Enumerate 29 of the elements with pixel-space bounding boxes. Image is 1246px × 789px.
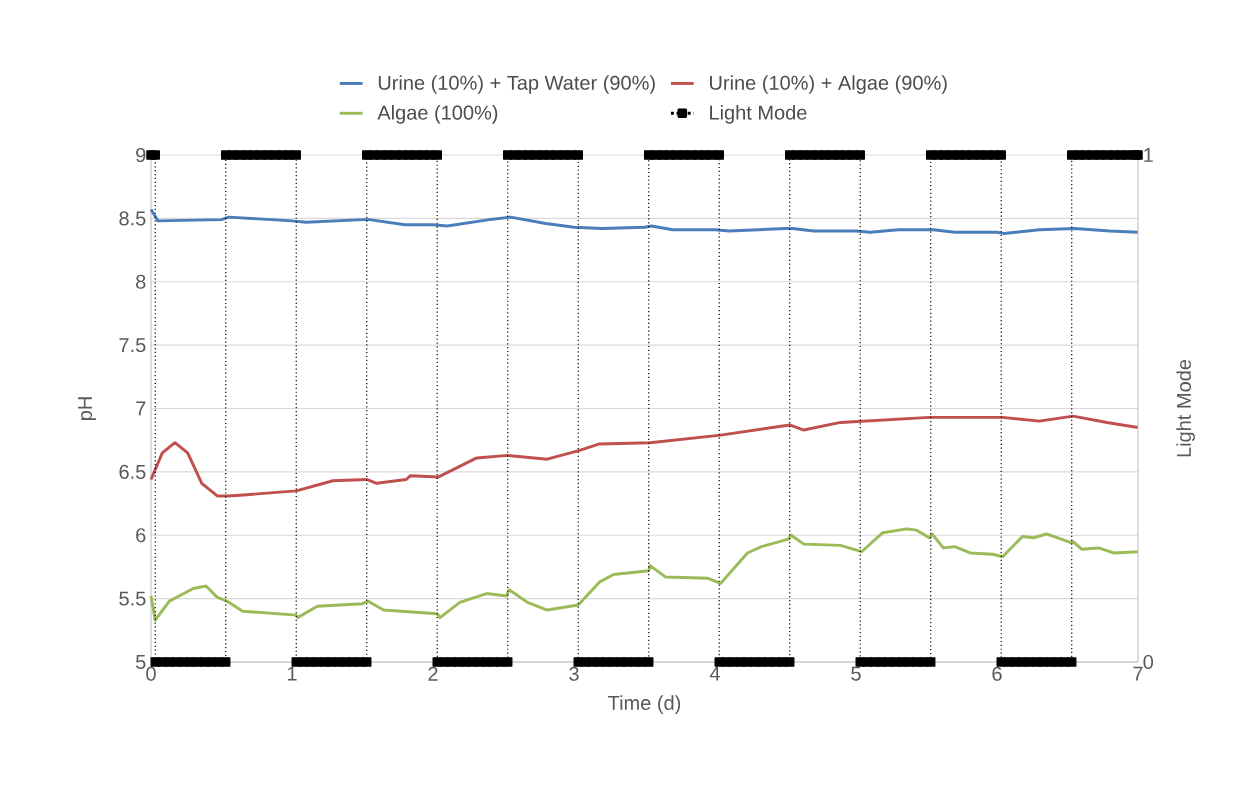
x-axis-title: Time (d) — [608, 695, 681, 714]
y-tick-label: 7.5 — [119, 338, 146, 353]
y-tick-label: 8 — [136, 274, 146, 289]
y2-tick-label: 1 — [1144, 148, 1153, 162]
y-axis-title: pH — [78, 397, 96, 420]
legend-label: Light Mode — [710, 105, 807, 124]
x-tick-label: 7 — [1133, 666, 1143, 681]
legend-label: Algae (100%) — [377, 105, 498, 124]
x-tick-label: 4 — [709, 666, 720, 681]
y2-tick-label: 0 — [1143, 654, 1154, 670]
x-tick-label: 5 — [851, 666, 861, 681]
y-tick-label: 7 — [136, 401, 146, 416]
y-tick-label: 8.5 — [119, 211, 146, 226]
line-series — [149, 208, 1140, 236]
x-tick-label: 3 — [569, 666, 579, 681]
x-tick-label: 1 — [287, 666, 297, 681]
legend-label: Urine (10%) + Tap Water (90%) — [378, 75, 655, 94]
y-tick-label: 6 — [136, 528, 146, 543]
legend-label: Urine (10%) + Algae (90%) — [710, 75, 947, 94]
y-tick-label: 9 — [136, 147, 146, 163]
line-series — [149, 527, 1140, 622]
y-tick-label: 5 — [135, 655, 146, 669]
y-tick-label: 6.5 — [119, 464, 146, 479]
x-tick-label: 0 — [146, 666, 156, 681]
y-tick-label: 5.5 — [119, 591, 146, 606]
x-tick-label: 2 — [428, 666, 438, 681]
x-tick-label: 6 — [992, 666, 1002, 681]
line-series — [149, 414, 1140, 498]
y2-axis-title: Light Mode — [1176, 359, 1195, 457]
